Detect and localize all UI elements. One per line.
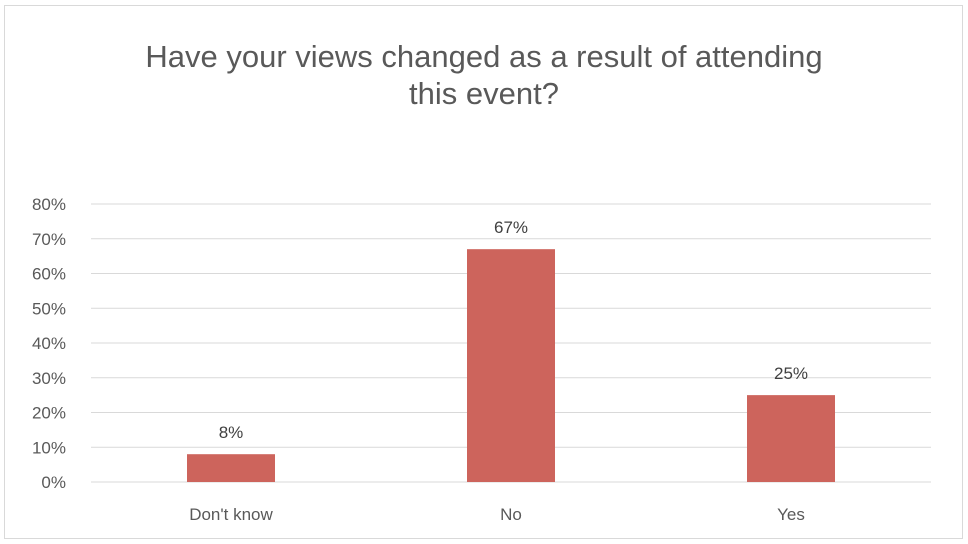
y-tick-label: 0% bbox=[41, 473, 66, 492]
bars bbox=[187, 249, 835, 482]
y-tick-label: 50% bbox=[32, 299, 66, 318]
data-label: 8% bbox=[219, 423, 244, 442]
bar bbox=[187, 454, 275, 482]
y-tick-label: 30% bbox=[32, 369, 66, 388]
x-axis-category-labels: Don't know No Yes bbox=[189, 505, 805, 524]
bar bbox=[747, 395, 835, 482]
category-label: No bbox=[500, 505, 522, 524]
bar bbox=[467, 249, 555, 482]
chart-title-line-2: this event? bbox=[409, 76, 559, 111]
y-tick-label: 60% bbox=[32, 265, 66, 284]
y-tick-label: 70% bbox=[32, 230, 66, 249]
data-label: 67% bbox=[494, 218, 528, 237]
y-tick-label: 40% bbox=[32, 334, 66, 353]
y-tick-label: 10% bbox=[32, 438, 66, 457]
y-tick-label: 80% bbox=[32, 195, 66, 214]
chart-title: Have your views changed as a result of a… bbox=[0, 38, 968, 112]
category-label: Don't know bbox=[189, 505, 273, 524]
y-axis-tick-labels: 0% 10% 20% 30% 40% 50% 60% 70% 80% bbox=[32, 195, 66, 492]
y-tick-label: 20% bbox=[32, 404, 66, 423]
data-label: 25% bbox=[774, 364, 808, 383]
data-labels: 8% 67% 25% bbox=[219, 218, 808, 442]
category-label: Yes bbox=[777, 505, 805, 524]
chart-title-line-1: Have your views changed as a result of a… bbox=[145, 39, 823, 74]
